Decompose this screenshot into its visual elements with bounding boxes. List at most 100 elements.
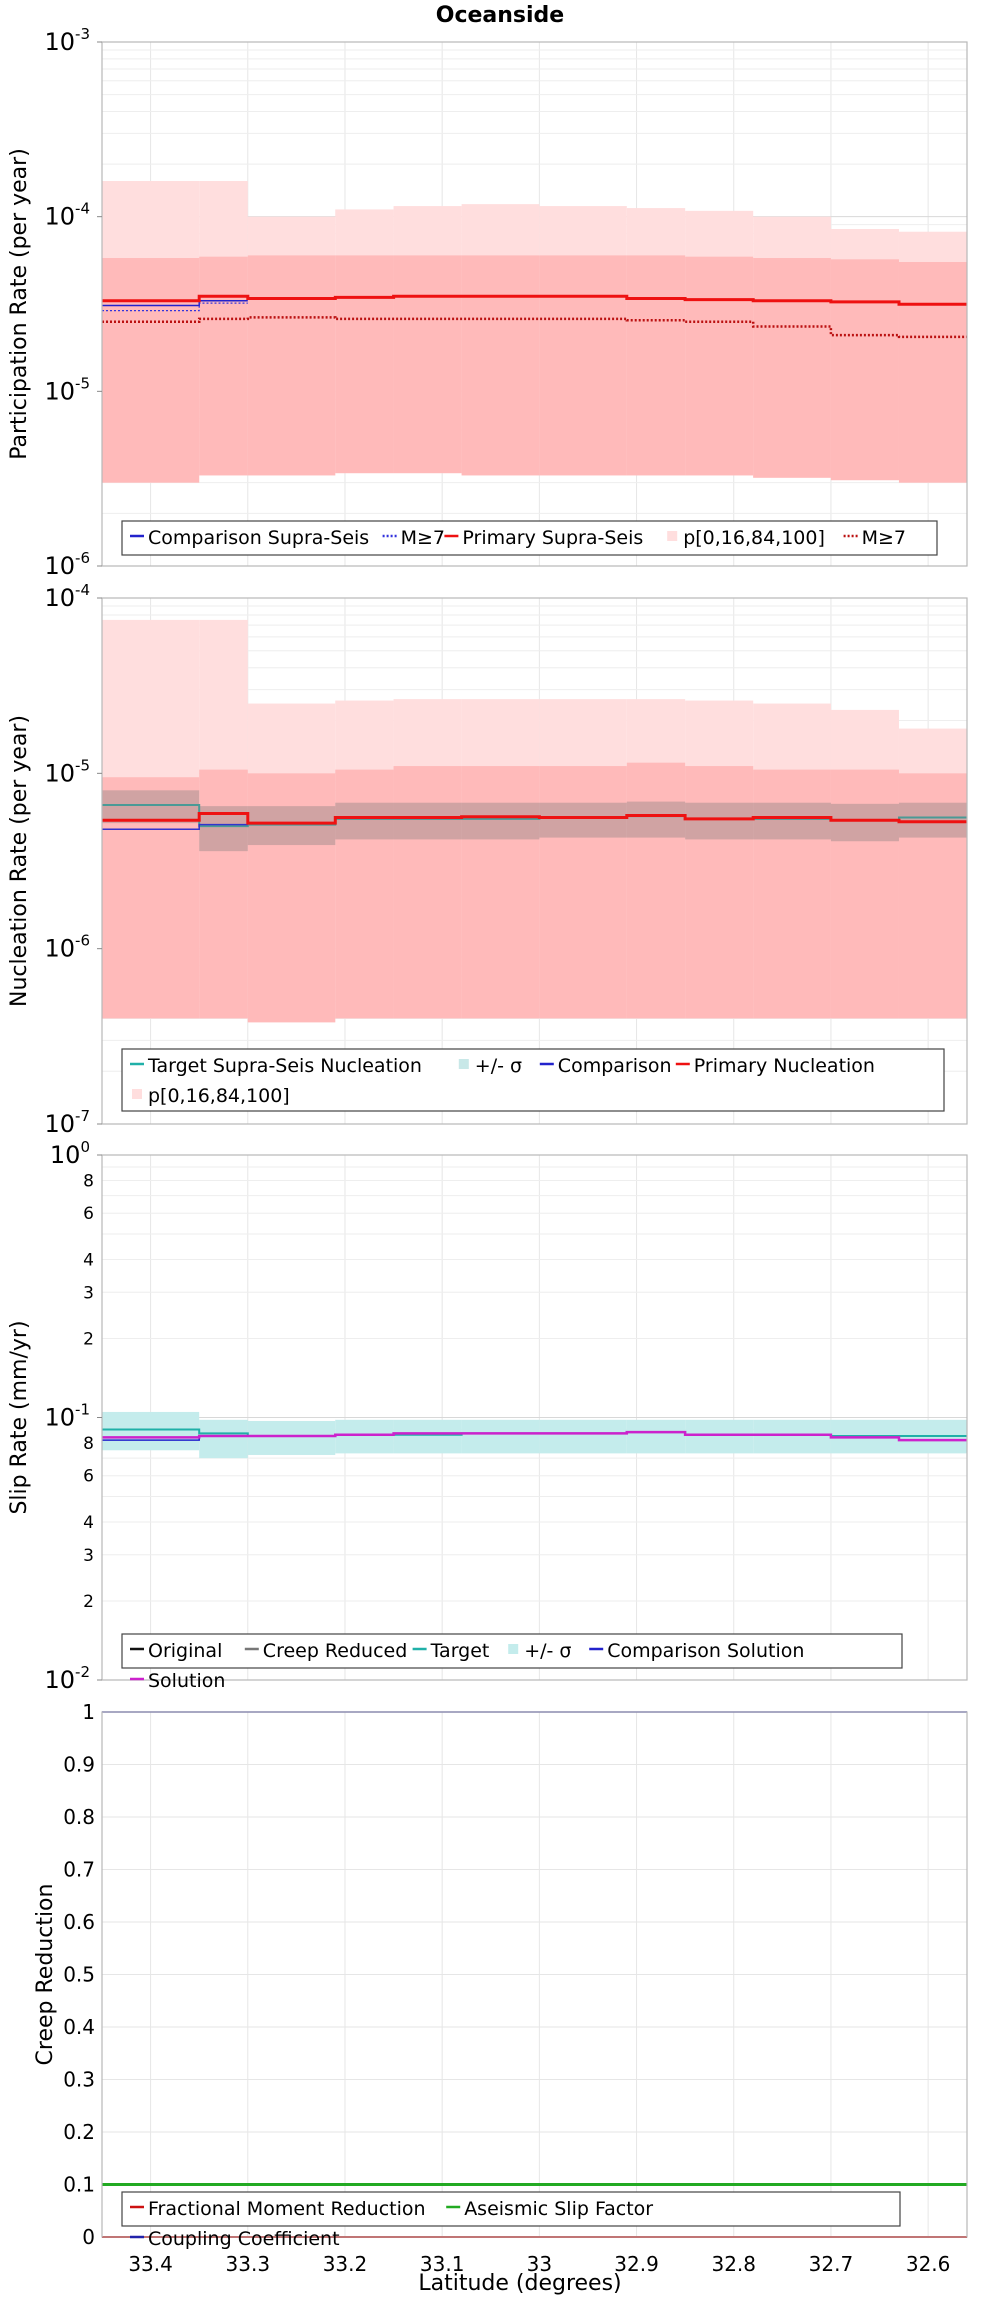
y-tick-label: 0 bbox=[82, 2225, 95, 2249]
y-tick-label: 0.9 bbox=[63, 1753, 95, 1777]
x-tick-label: 32.6 bbox=[906, 2252, 951, 2276]
band-segment bbox=[102, 790, 200, 824]
y-tick-label: 0.3 bbox=[63, 2068, 95, 2092]
legend-label: Target bbox=[430, 1640, 490, 1662]
band-segment bbox=[626, 1419, 686, 1454]
band-segment bbox=[898, 802, 967, 838]
band-segment bbox=[539, 802, 627, 838]
series bbox=[102, 1428, 967, 1442]
band-segment bbox=[626, 762, 686, 1019]
y-tick-label: 10-2 bbox=[44, 1663, 90, 1694]
y-tick-label: 0.4 bbox=[63, 2015, 95, 2039]
plot-frame bbox=[101, 1711, 968, 2238]
y-tick-labels: 10-7 10-6 10-5 10-4 bbox=[44, 581, 102, 1138]
y-minor-tick-label: 6 bbox=[83, 1204, 94, 1224]
band-segment bbox=[753, 769, 831, 1019]
band-segment bbox=[753, 802, 831, 840]
y-minor-tick-label: 3 bbox=[83, 1546, 94, 1566]
band-segment bbox=[335, 1419, 394, 1454]
chart-panel-4: 0 0.1 0.2 0.3 0.4 0.5 0.6 0.7 0.8 0.9 1 Creep Reduc… bbox=[33, 1700, 968, 2276]
y-tick-labels: 0 0.1 0.2 0.3 0.4 0.5 0.6 0.7 0.8 0.9 1 bbox=[63, 1700, 95, 2249]
y-tick-label: 10-5 bbox=[44, 756, 90, 787]
band-segment bbox=[685, 802, 754, 840]
band-segment bbox=[335, 255, 394, 474]
y-tick-label: 10-5 bbox=[44, 374, 90, 405]
band-segment bbox=[393, 802, 462, 840]
legend-swatch bbox=[508, 1644, 519, 1654]
y-minor-tick-label: 8 bbox=[83, 1434, 94, 1454]
band-segment bbox=[461, 802, 540, 840]
x-tick-label: 33.2 bbox=[323, 2252, 368, 2276]
band-segment bbox=[461, 766, 540, 1019]
x-tick-label: 33.4 bbox=[128, 2252, 173, 2276]
band-segment bbox=[102, 777, 200, 1019]
band-segment bbox=[898, 773, 967, 1019]
legend-label: Creep Reduced bbox=[263, 1640, 407, 1662]
x-tick-label: 33 bbox=[527, 2252, 552, 2276]
legend-label: M≥7 bbox=[862, 527, 906, 549]
band-segment bbox=[335, 769, 394, 1019]
bands bbox=[102, 619, 967, 1023]
legend-label: Coupling Coefficient bbox=[148, 2228, 340, 2250]
y-tick-label: 0.1 bbox=[63, 2173, 95, 2197]
band-segment bbox=[626, 255, 686, 476]
band-segment bbox=[199, 769, 248, 1019]
series-line bbox=[102, 1430, 967, 1442]
legend: Fractional Moment Reduction Aseismic Slip… bbox=[121, 2191, 901, 2250]
band-segment bbox=[102, 257, 200, 483]
chart-panel-2: 10-7 10-6 10-5 10-4 Nucleation Rate (per yea… bbox=[7, 581, 968, 1138]
x-tick-label: 33.3 bbox=[226, 2252, 271, 2276]
y-tick-label: 10-6 bbox=[44, 549, 90, 580]
x-tick-label: 33.1 bbox=[420, 2252, 465, 2276]
legend: Comparison Supra-Seis M≥7 Primary Supra-Se… bbox=[121, 520, 938, 556]
y-tick-label: 0.5 bbox=[63, 1963, 95, 1987]
y-tick-label: 0.7 bbox=[63, 1858, 95, 1882]
legend-label: Comparison Solution bbox=[607, 1640, 804, 1662]
y-tick-label: 0.8 bbox=[63, 1805, 95, 1829]
legend-swatch bbox=[458, 1059, 469, 1069]
band-segment bbox=[461, 1419, 540, 1454]
band-segment bbox=[753, 257, 831, 478]
band-segment bbox=[335, 802, 394, 840]
legend-label: Aseismic Slip Factor bbox=[464, 2198, 653, 2220]
bands bbox=[102, 181, 967, 483]
series-line bbox=[102, 302, 248, 312]
legend-label: M≥7 bbox=[401, 527, 445, 549]
y-tick-label: 0.2 bbox=[63, 2120, 95, 2144]
series-line bbox=[102, 812, 967, 825]
legend-label: Primary Nucleation bbox=[694, 1055, 875, 1077]
legend-box bbox=[121, 520, 938, 556]
y-minor-tick-label: 8 bbox=[83, 1171, 94, 1191]
y-tick-label: 10-6 bbox=[44, 932, 90, 963]
y-minor-tick-label: 4 bbox=[83, 1513, 94, 1533]
y-minor-tick-label: 6 bbox=[83, 1467, 94, 1487]
y-tick-labels: 10-6 10-5 10-4 10-3 bbox=[44, 25, 102, 580]
legend-label: Original bbox=[148, 1640, 222, 1662]
series-line bbox=[102, 823, 248, 830]
legend: Target Supra-Seis Nucleation +/- σ Compari… bbox=[121, 1048, 945, 1112]
y-tick-label: 10-7 bbox=[44, 1107, 90, 1138]
y-minor-tick-label: 4 bbox=[83, 1250, 94, 1270]
x-tick-label: 32.7 bbox=[809, 2252, 854, 2276]
chart-panels: 10-6 10-5 10-4 10-3 Participation Rate (per … bbox=[7, 25, 968, 2276]
band-segment bbox=[685, 766, 754, 1019]
legend-label: p[0,16,84,100] bbox=[683, 527, 825, 549]
y-tick-label: 0.6 bbox=[63, 1910, 95, 1934]
series bbox=[102, 804, 967, 830]
legend-label: Target Supra-Seis Nucleation bbox=[147, 1055, 422, 1077]
legend-swatch bbox=[132, 1089, 142, 1099]
x-tick-label: 32.9 bbox=[614, 2252, 659, 2276]
legend-label: Comparison bbox=[558, 1055, 672, 1077]
legend-box bbox=[121, 2191, 901, 2227]
band-segment bbox=[247, 773, 336, 1023]
band-segment bbox=[539, 1419, 627, 1454]
y-tick-label: 100 bbox=[50, 1138, 90, 1169]
band-segment bbox=[753, 1419, 831, 1454]
y-axis-label: Creep Reduction bbox=[33, 1884, 58, 2066]
band-segment bbox=[461, 255, 540, 476]
y-tick-label: 10-1 bbox=[44, 1401, 90, 1432]
legend-label: Fractional Moment Reduction bbox=[148, 2198, 426, 2220]
chart-panel-1: 10-6 10-5 10-4 10-3 Participation Rate (per … bbox=[7, 25, 968, 580]
chart-title: Oceanside bbox=[436, 3, 564, 28]
band-segment bbox=[539, 255, 627, 476]
